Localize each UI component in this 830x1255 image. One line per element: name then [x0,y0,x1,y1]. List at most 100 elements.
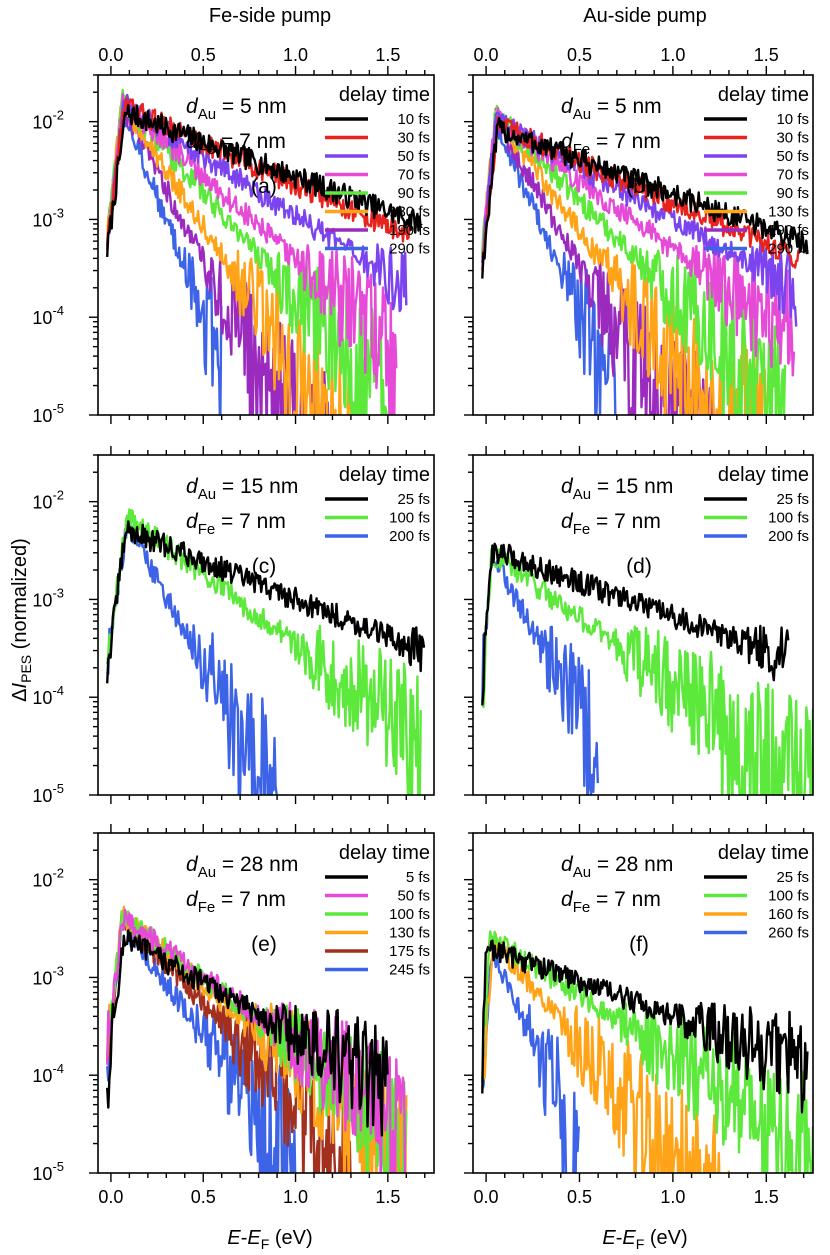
series-line-260-fs [481,953,580,1173]
d-fe-symbol: d [186,888,199,911]
series-group [106,88,422,415]
series-line-5-fs [106,929,389,1137]
legend-label: 25 fs [776,869,809,886]
y-axis-title: ΔIPES (normalized) [9,538,34,702]
y-tick-exponent: -2 [52,108,64,123]
legend-label: 160 fs [768,906,809,923]
d-fe-sub: Fe [573,521,591,538]
d-fe-sub: Fe [198,141,216,158]
d-au-label: dAu = 15 nm [561,475,673,503]
d-au-eq: = [591,853,615,876]
d-au-eq: = [216,95,240,118]
plot-frame [97,454,435,796]
y-tick-label: 10-3 [32,585,64,610]
series-line-25-fs [481,939,809,1114]
panel-label: (f) [629,933,649,956]
plot-frame [472,74,814,416]
x-tick-label-top: 0.5 [567,45,592,65]
plot-frame [97,74,435,416]
x-tick-label-top: 0.0 [474,45,499,65]
legend-title: delay time [718,464,809,486]
y-tick-label: 10-2 [32,108,64,133]
y-tick-exponent: -5 [52,401,64,416]
d-au-label: dAu = 28 nm [561,853,673,881]
d-fe-symbol: d [186,130,199,153]
y-tick-base: 10 [32,308,52,328]
x-tick-label-bottom: 1.0 [660,1187,685,1207]
d-au-symbol: d [186,475,199,498]
legend-label: 10 fs [776,111,809,128]
y-tick-exponent: -2 [52,866,64,881]
d-fe-label: dFe = 7 nm [186,130,286,158]
y-tick-label: 10-4 [32,1061,64,1086]
d-fe-value: 7 nm [239,130,286,153]
y-tick-label: 10-3 [32,205,64,230]
d-au-eq: = [591,95,615,118]
series-line-190-fs [481,107,725,415]
legend-label: 100 fs [389,906,430,923]
d-fe-sub: Fe [198,521,216,538]
plot-frame [97,832,435,1174]
x-tick-label-top: 1.0 [660,45,685,65]
plot-frame [472,832,814,1174]
d-fe-value: 7 nm [614,510,661,533]
legend-label: 30 fs [397,130,430,147]
d-au-value: 5 nm [240,95,287,118]
d-fe-symbol: d [186,510,199,533]
y-tick-exponent: -4 [52,683,64,698]
x-tick-label-bottom: 1.5 [375,1187,400,1207]
legend-title: delay time [339,84,430,106]
legend-label: 190 fs [768,222,809,239]
d-fe-symbol: d [561,888,574,911]
x-tick-label-bottom: 0.5 [567,1187,592,1207]
d-fe-eq: = [215,130,239,153]
d-au-value: 15 nm [240,475,298,498]
panel-label: (a) [251,175,277,198]
col-title-au: Au-side pump [583,5,706,27]
y-tick-base: 10 [32,688,52,708]
d-fe-eq: = [590,130,614,153]
y-tick-label: 10-4 [32,303,64,328]
y-tick-base: 10 [32,406,52,426]
legend-label: 175 fs [389,943,430,960]
legend-label: 200 fs [768,528,809,545]
legend-title: delay time [339,842,430,864]
d-au-symbol: d [561,853,574,876]
series-line-25-fs [481,542,790,706]
y-tick-exponent: -3 [52,205,64,220]
legend-label: 290 fs [389,241,430,258]
legend-label: 245 fs [389,962,430,979]
y-tick-label: 10-5 [32,781,64,806]
y-tick-base: 10 [32,786,52,806]
x-tick-label-bottom: 0.5 [191,1187,216,1207]
d-au-sub: Au [198,486,216,503]
d-au-eq: = [591,475,615,498]
series-line-50-fs [106,93,408,313]
d-au-sub: Au [198,864,216,881]
y-tick-exponent: -5 [52,781,64,796]
y-tick-exponent: -4 [52,303,64,318]
y-tick-base: 10 [32,113,52,133]
d-fe-label: dFe = 7 nm [561,130,661,158]
legend-label: 90 fs [776,185,809,202]
d-au-symbol: d [186,853,199,876]
legend-label: 90 fs [397,185,430,202]
legend-title: delay time [718,84,809,106]
series-line-160-fs [481,932,731,1173]
d-au-sub: Au [573,486,591,503]
d-fe-symbol: d [561,510,574,533]
y-tick-exponent: -4 [52,1061,64,1076]
series-line-25-fs [106,520,426,684]
d-fe-sub: Fe [573,141,591,158]
y-tick-exponent: -3 [52,963,64,978]
legend-label: 5 fs [406,869,430,886]
y-tick-base: 10 [32,1066,52,1086]
series-line-10-fs [106,104,422,257]
y-tick-exponent: -3 [52,585,64,600]
x-tick-label-bottom: 1.5 [754,1187,779,1207]
d-fe-eq: = [590,510,614,533]
d-au-symbol: d [186,95,199,118]
